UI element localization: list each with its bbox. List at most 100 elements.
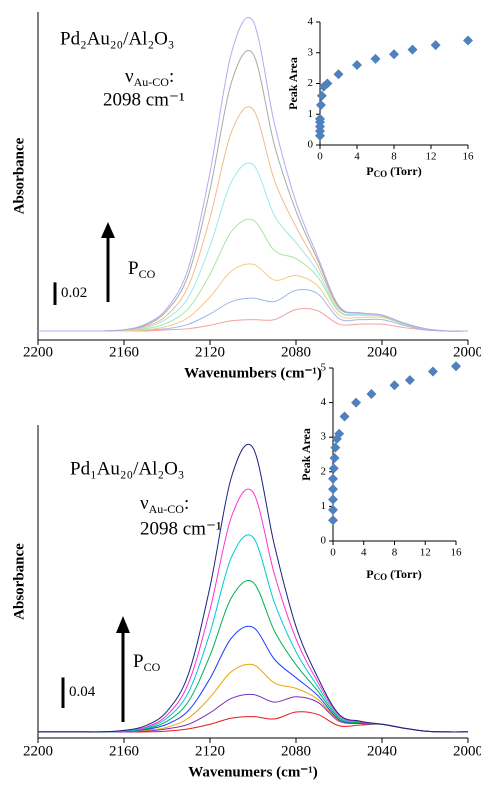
arrow-sub: CO (139, 267, 156, 281)
arrow-head (101, 222, 115, 238)
point (389, 49, 399, 60)
mode-tail: : (169, 66, 174, 87)
mode-sub: Au-CO (149, 502, 185, 516)
x-tick-label: 0 (317, 151, 323, 163)
point (451, 361, 461, 372)
inset-y-label: Peak Area (286, 57, 300, 110)
point (351, 397, 362, 408)
x-tick-label: 16 (463, 151, 475, 163)
y-tick-label: 3 (308, 46, 314, 58)
arrow-main: P (128, 258, 139, 279)
y-axis-label: Absorbance (11, 543, 27, 620)
x-tick-label: 2000 (453, 743, 481, 759)
y-tick-label: 0 (308, 139, 314, 151)
x-tick-label: 2120 (195, 743, 225, 759)
point (322, 78, 333, 89)
mode-position: 2098 cm⁻¹ (103, 89, 185, 110)
x-tick-label: 2000 (453, 344, 481, 360)
mode-symbol: ν (140, 493, 149, 514)
spectrum (38, 263, 469, 332)
point (407, 44, 418, 55)
inset-y-label: Peak Area (299, 428, 313, 481)
x-tick-label: 2080 (281, 743, 311, 759)
spectrum (38, 711, 469, 733)
mode-tail: : (184, 493, 189, 514)
spectrum (38, 625, 469, 733)
x-tick-label: 4 (361, 547, 367, 559)
point (315, 113, 325, 124)
point (366, 388, 377, 399)
point (370, 53, 381, 64)
x-tick-label: 2080 (281, 344, 311, 360)
point (333, 69, 344, 80)
mode-symbol: ν (125, 66, 134, 87)
spectrum (38, 162, 469, 332)
point (389, 380, 400, 391)
x-tick-label: 2120 (195, 344, 225, 360)
point (352, 60, 362, 71)
x-tick-label: 8 (392, 547, 398, 559)
point (334, 428, 345, 439)
x-tick-label: 12 (420, 547, 431, 559)
spectrum (38, 308, 469, 332)
point (330, 442, 341, 453)
y-tick-label: 2 (308, 77, 314, 89)
scale-bar-label: 0.02 (61, 285, 87, 301)
point (339, 411, 350, 422)
y-tick-label: 5 (321, 362, 327, 374)
point (316, 90, 327, 101)
y-axis-label: Absorbance (11, 137, 27, 214)
scale-bar-label: 0.04 (69, 684, 96, 700)
y-tick-label: 1 (321, 500, 327, 512)
x-tick-label: 4 (354, 151, 360, 163)
x-tick-label: 2200 (23, 344, 53, 360)
spectrum (38, 443, 469, 733)
x-tick-label: 2040 (367, 743, 397, 759)
x-tick-label: 2200 (23, 743, 53, 759)
point (328, 463, 339, 474)
spectrum (38, 693, 469, 733)
spectrum (38, 580, 469, 733)
mode-label: νAu-CO: (140, 493, 189, 515)
x-tick-label: 12 (426, 151, 437, 163)
point (329, 452, 340, 463)
point (328, 484, 338, 495)
y-tick-label: 1 (308, 108, 314, 120)
y-tick-label: 0 (321, 535, 327, 547)
point (404, 375, 415, 386)
x-label-main: P (366, 567, 373, 581)
panel-title: Pd₁Au₂₀/Al₂O₃ (70, 458, 184, 479)
x-tick-label: 2160 (109, 743, 139, 759)
arrow-label: PCO (133, 651, 161, 673)
inset-x-label: PCO (Torr) (366, 164, 421, 179)
x-axis-label: Wavenumbers (cm⁻¹) (184, 365, 322, 381)
point (427, 366, 438, 377)
spectrum (38, 488, 469, 733)
x-label-sub: CO (374, 169, 388, 179)
x-label-main: P (366, 164, 373, 178)
x-tick-label: 16 (451, 547, 463, 559)
point (430, 40, 441, 51)
arrow-main: P (133, 651, 144, 672)
mode-position: 2098 cm⁻¹ (140, 518, 222, 539)
y-tick-label: 4 (321, 396, 327, 408)
arrow-label: PCO (128, 258, 156, 280)
x-axis-label: Wavenumers (cm⁻¹) (188, 764, 317, 780)
spectrum (38, 663, 469, 733)
point (463, 35, 473, 46)
arrow-sub: CO (144, 660, 161, 674)
mode-sub: Au-CO (134, 75, 170, 89)
y-tick-label: 4 (308, 16, 314, 28)
spectrum (38, 106, 469, 332)
y-tick-label: 2 (321, 465, 327, 477)
x-tick-label: 2160 (109, 344, 139, 360)
mode-label: νAu-CO: (125, 66, 174, 88)
inset-x-label: PCO (Torr) (366, 567, 421, 582)
point (328, 515, 338, 526)
arrow-head (116, 616, 130, 633)
x-label-sub: CO (374, 572, 388, 582)
point (315, 100, 326, 111)
y-tick-label: 3 (321, 431, 327, 443)
point (328, 473, 338, 484)
